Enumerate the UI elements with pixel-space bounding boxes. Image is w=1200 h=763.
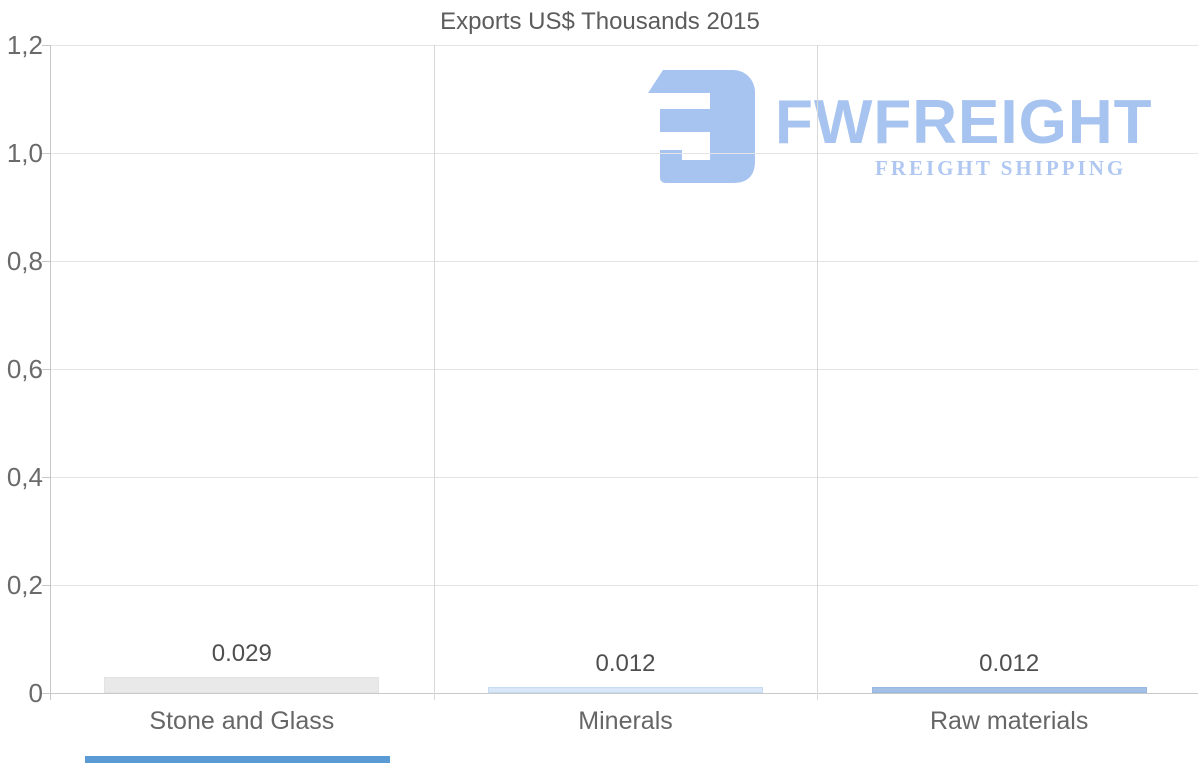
category-label: Raw materials — [929, 707, 1089, 735]
bar — [871, 686, 1147, 693]
y-tick-mark — [42, 153, 50, 154]
y-tick-mark — [42, 693, 50, 694]
brand-logo-icon — [648, 70, 755, 183]
category-label: Minerals — [578, 707, 673, 735]
category-label: Stone and Glass — [149, 707, 335, 735]
bar — [488, 686, 763, 693]
bar-value-label: 0.012 — [595, 649, 656, 677]
y-tick-mark — [42, 477, 50, 478]
x-axis-baseline — [50, 693, 1198, 694]
chart-title: Exports US$ Thousands 2015 — [440, 8, 760, 35]
bar — [104, 677, 380, 693]
y-tick-label: 1,0 — [6, 138, 43, 168]
bar-value-label: 0.012 — [979, 649, 1040, 677]
y-gridline — [50, 369, 1198, 370]
brand-name: FWFREIGHT — [775, 88, 1153, 157]
category-separator — [817, 45, 819, 700]
y-tick-mark — [42, 369, 50, 370]
loading-bar — [85, 756, 390, 763]
y-tick-mark — [42, 261, 50, 262]
y-gridline — [50, 477, 1198, 478]
y-tick-label: 0,4 — [6, 462, 43, 492]
y-gridline — [50, 585, 1198, 586]
y-gridline — [50, 45, 1198, 46]
y-tick-mark — [42, 585, 50, 586]
y-tick-mark — [42, 45, 50, 46]
y-gridline — [50, 153, 1198, 154]
y-tick-label: 0 — [28, 678, 43, 708]
brand-watermark: FWFREIGHT FREIGHT SHIPPING — [648, 68, 1168, 198]
category-separator — [433, 45, 435, 700]
brand-tagline: FREIGHT SHIPPING — [875, 156, 1127, 180]
y-tick-label: 0,6 — [6, 354, 43, 384]
y-tick-label: 0,2 — [6, 570, 43, 600]
y-gridline — [50, 261, 1198, 262]
y-tick-label: 0,8 — [6, 246, 43, 276]
y-tick-label: 1,2 — [6, 30, 43, 60]
bar-value-label: 0.029 — [211, 640, 272, 668]
y-axis-line — [50, 45, 51, 700]
